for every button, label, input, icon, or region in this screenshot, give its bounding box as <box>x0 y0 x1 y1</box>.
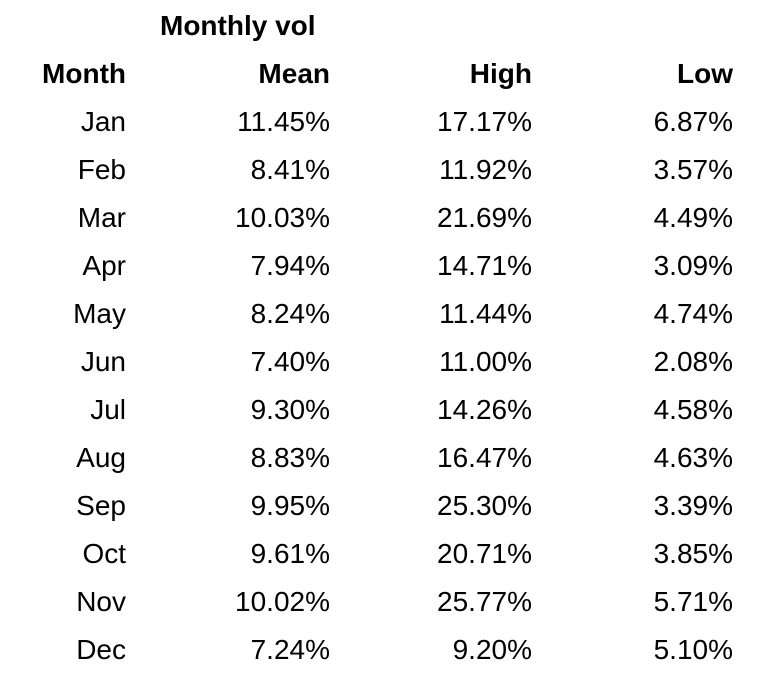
low-cell: 3.09% <box>653 250 733 281</box>
table-row-may: May 8.24% 11.44% 4.74% <box>0 290 733 338</box>
table-row-aug: Aug 8.83% 16.47% 4.63% <box>0 434 733 482</box>
table-row-feb: Feb 8.41% 11.92% 3.57% <box>0 146 733 194</box>
table-row-jan: Jan 11.45% 17.17% 6.87% <box>0 98 733 146</box>
low-cell: 4.58% <box>653 394 733 425</box>
high-cell: 14.26% <box>437 394 532 425</box>
month-cell: Jun <box>80 346 126 377</box>
high-cell: 11.92% <box>439 154 532 185</box>
month-cell: Nov <box>76 586 126 617</box>
low-cell: 4.49% <box>653 202 733 233</box>
high-cell: 14.71% <box>437 250 532 281</box>
low-cell: 3.39% <box>653 490 733 521</box>
table-title-row: Monthly vol <box>0 2 733 50</box>
table-row-sep: Sep 9.95% 25.30% 3.39% <box>0 482 733 530</box>
table-row-jun: Jun 7.40% 11.00% 2.08% <box>0 338 733 386</box>
mean-cell: 8.41% <box>250 154 330 185</box>
month-cell: Mar <box>77 202 126 233</box>
mean-cell: 8.24% <box>250 298 330 329</box>
high-cell: 25.30% <box>437 490 532 521</box>
month-cell: Jan <box>80 106 126 137</box>
mean-cell: 7.24% <box>250 634 330 665</box>
monthly-vol-table: Monthly vol Month Mean High Low Jan 11.4… <box>0 2 733 674</box>
low-cell: 5.10% <box>653 634 733 665</box>
month-cell: Sep <box>76 490 126 521</box>
high-cell: 11.00% <box>439 346 532 377</box>
table-row-mar: Mar 10.03% 21.69% 4.49% <box>0 194 733 242</box>
mean-cell: 8.83% <box>250 442 330 473</box>
column-header-mean: Mean <box>258 58 330 89</box>
month-cell: May <box>73 298 126 329</box>
table-row-jul: Jul 9.30% 14.26% 4.58% <box>0 386 733 434</box>
month-cell: Apr <box>82 250 126 281</box>
mean-cell: 9.95% <box>250 490 330 521</box>
high-cell: 11.44% <box>439 298 532 329</box>
low-cell: 4.74% <box>653 298 733 329</box>
month-cell: Oct <box>82 538 126 569</box>
month-cell: Aug <box>76 442 126 473</box>
month-cell: Dec <box>76 634 126 665</box>
column-header-high: High <box>469 58 532 89</box>
high-cell: 17.17% <box>437 106 532 137</box>
high-cell: 25.77% <box>437 586 532 617</box>
high-cell: 9.20% <box>452 634 532 665</box>
title-spacer <box>0 2 126 50</box>
table-title: Monthly vol <box>160 10 316 41</box>
low-cell: 4.63% <box>653 442 733 473</box>
low-cell: 5.71% <box>653 586 733 617</box>
table-row-apr: Apr 7.94% 14.71% 3.09% <box>0 242 733 290</box>
column-header-month: Month <box>42 58 126 89</box>
low-cell: 3.57% <box>653 154 733 185</box>
table-row-dec: Dec 7.24% 9.20% 5.10% <box>0 626 733 674</box>
table-header-row: Month Mean High Low <box>0 50 733 98</box>
column-header-low: Low <box>677 58 733 89</box>
mean-cell: 9.30% <box>250 394 330 425</box>
high-cell: 21.69% <box>437 202 532 233</box>
high-cell: 16.47% <box>437 442 532 473</box>
low-cell: 6.87% <box>653 106 733 137</box>
mean-cell: 11.45% <box>237 106 330 137</box>
mean-cell: 9.61% <box>250 538 330 569</box>
high-cell: 20.71% <box>437 538 532 569</box>
table-row-oct: Oct 9.61% 20.71% 3.85% <box>0 530 733 578</box>
table-row-nov: Nov 10.02% 25.77% 5.71% <box>0 578 733 626</box>
mean-cell: 10.03% <box>235 202 330 233</box>
mean-cell: 10.02% <box>235 586 330 617</box>
mean-cell: 7.40% <box>250 346 330 377</box>
mean-cell: 7.94% <box>250 250 330 281</box>
low-cell: 3.85% <box>653 538 733 569</box>
month-cell: Jul <box>90 394 126 425</box>
low-cell: 2.08% <box>653 346 733 377</box>
month-cell: Feb <box>77 154 126 185</box>
